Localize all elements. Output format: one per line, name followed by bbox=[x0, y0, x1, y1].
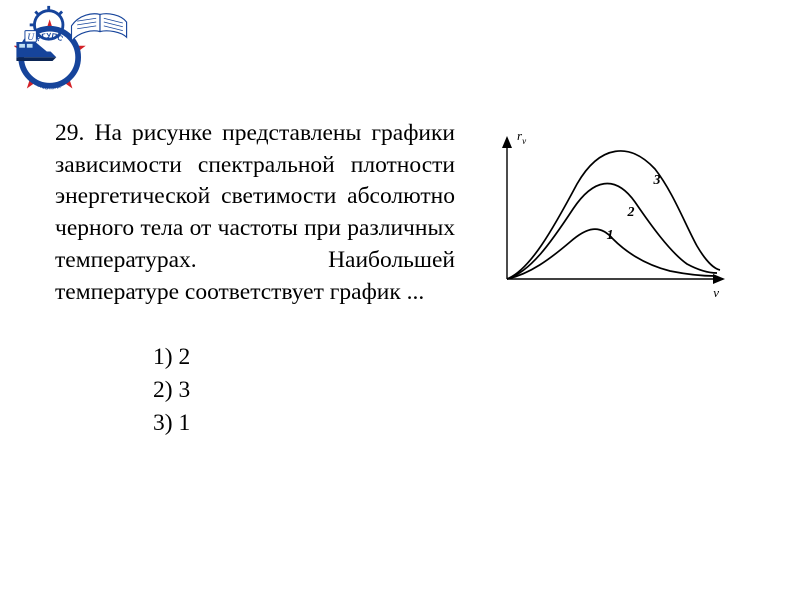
logo-book bbox=[72, 14, 127, 41]
svg-text:1: 1 bbox=[607, 228, 614, 243]
option-1: 1) 2 bbox=[153, 341, 755, 374]
option-3: 3) 1 bbox=[153, 407, 755, 440]
svg-text:U: U bbox=[27, 33, 35, 43]
spectral-density-chart: rν ν 12 3 bbox=[475, 124, 730, 309]
svg-text:ν: ν bbox=[713, 285, 719, 300]
chart-svg: rν ν 12 3 bbox=[475, 124, 730, 304]
option-2: 2) 3 bbox=[153, 374, 755, 407]
logo-svg: РГУПС РОСТОВ-НА-ДОНУ bbox=[14, 4, 129, 99]
answer-options: 1) 2 2) 3 3) 1 bbox=[153, 341, 755, 440]
svg-text:rν: rν bbox=[517, 128, 527, 146]
question-number: 29. bbox=[55, 120, 84, 146]
university-logo: РГУПС РОСТОВ-НА-ДОНУ bbox=[14, 4, 129, 99]
logo-u-badge: U bbox=[25, 31, 36, 43]
svg-text:2: 2 bbox=[627, 205, 635, 220]
svg-text:3: 3 bbox=[653, 173, 661, 188]
question-body: На рисунке представлены графики зависимо… bbox=[55, 120, 455, 305]
question-text: 29. На рисунке представлены графики зави… bbox=[55, 118, 455, 308]
